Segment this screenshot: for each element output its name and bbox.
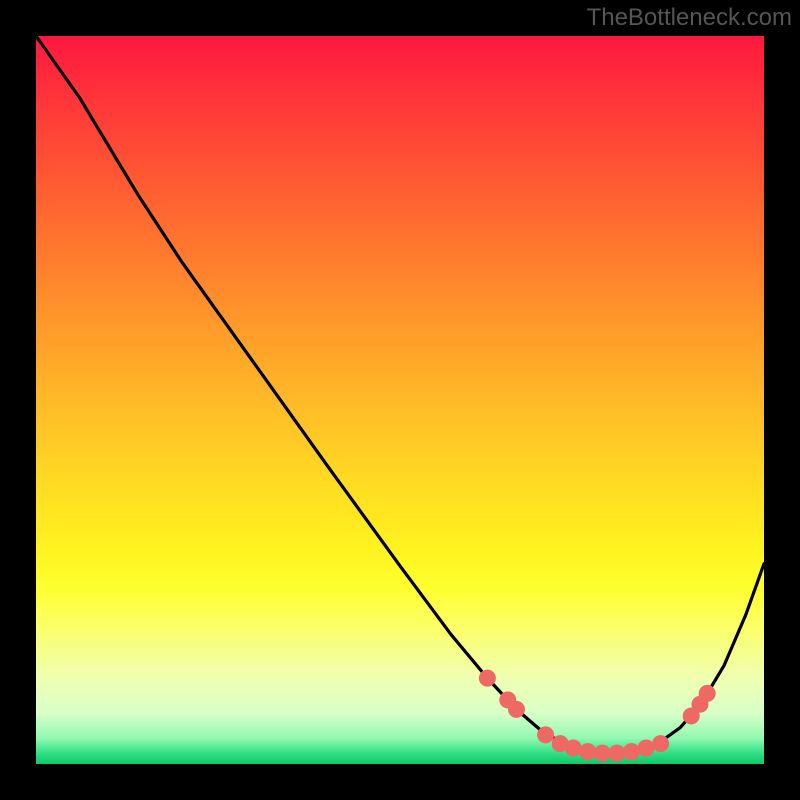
curve-marker [623,743,640,760]
curve-marker [699,685,716,702]
bottleneck-curve-chart [0,0,800,800]
curve-marker [537,726,554,743]
curve-marker [652,735,669,752]
curve-marker [594,745,611,762]
curve-marker [508,701,525,718]
curve-marker [638,739,655,756]
curve-marker [565,739,582,756]
plot-gradient-background [36,36,764,764]
chart-stage: TheBottleneck.com [0,0,800,800]
curve-marker [608,745,625,762]
curve-marker [579,743,596,760]
curve-marker [479,670,496,687]
